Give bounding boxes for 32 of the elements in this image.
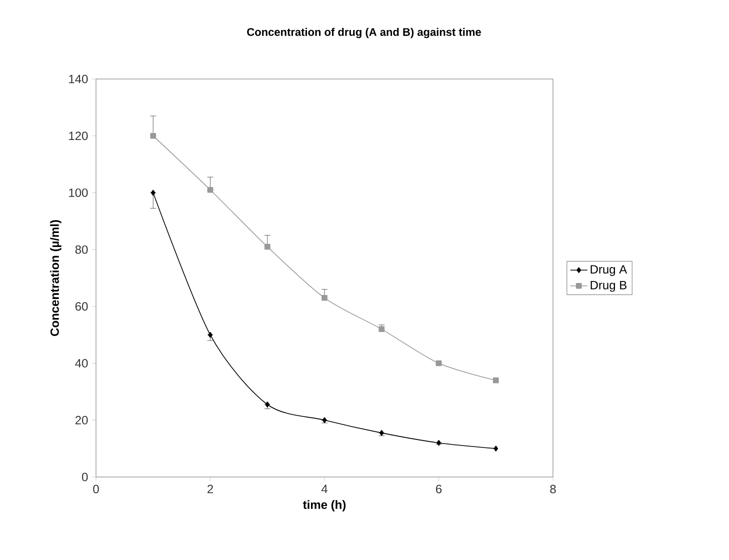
- point: [492, 377, 499, 384]
- x-tick-label: 6: [436, 484, 442, 494]
- x-axis-title: time (h): [302, 500, 346, 512]
- y-tick-label: 120: [69, 132, 88, 140]
- point: [322, 417, 327, 424]
- chart-title: Concentration of drug (A and B) against time: [247, 28, 481, 38]
- y-tick-label: 140: [69, 74, 88, 84]
- x-tick-label: 8: [550, 484, 556, 494]
- point: [264, 244, 270, 250]
- point: [207, 186, 214, 193]
- point: [150, 132, 156, 139]
- point: [322, 294, 328, 301]
- y-tick-label: 60: [75, 302, 88, 311]
- point: [150, 190, 156, 196]
- x-tick-label: 4: [321, 484, 328, 494]
- point: [208, 332, 213, 338]
- y-tick-label: 40: [75, 359, 88, 368]
- point: [494, 446, 498, 452]
- y-tick-label: 100: [69, 188, 88, 197]
- y-axis-title: Concentration (µ/ml): [50, 220, 62, 336]
- y-tick-label: 20: [75, 416, 88, 424]
- point: [378, 326, 385, 332]
- y-tick-label: 80: [75, 245, 88, 254]
- point: [379, 430, 384, 436]
- x-tick-label: 0: [93, 484, 99, 494]
- point: [265, 402, 270, 408]
- legend-label: Drug A: [590, 265, 628, 276]
- y-tick-label: 0: [82, 472, 88, 482]
- x-tick-label: 2: [208, 484, 213, 494]
- point: [436, 440, 442, 446]
- legend-label: Drug B: [590, 280, 626, 292]
- point: [436, 360, 442, 366]
